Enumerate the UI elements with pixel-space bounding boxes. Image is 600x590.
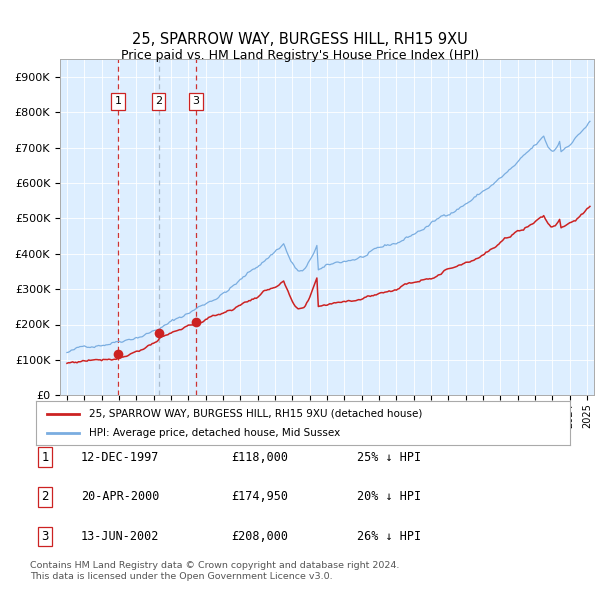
Text: 25, SPARROW WAY, BURGESS HILL, RH15 9XU (detached house): 25, SPARROW WAY, BURGESS HILL, RH15 9XU …	[89, 409, 423, 418]
Text: 3: 3	[193, 97, 200, 106]
Text: 13-JUN-2002: 13-JUN-2002	[81, 530, 160, 543]
Text: 26% ↓ HPI: 26% ↓ HPI	[357, 530, 421, 543]
Text: Price paid vs. HM Land Registry's House Price Index (HPI): Price paid vs. HM Land Registry's House …	[121, 49, 479, 62]
Text: £174,950: £174,950	[231, 490, 288, 503]
Text: Contains HM Land Registry data © Crown copyright and database right 2024.: Contains HM Land Registry data © Crown c…	[30, 560, 400, 569]
Text: 25, SPARROW WAY, BURGESS HILL, RH15 9XU: 25, SPARROW WAY, BURGESS HILL, RH15 9XU	[132, 32, 468, 47]
Text: 2: 2	[41, 490, 49, 503]
Text: 20% ↓ HPI: 20% ↓ HPI	[357, 490, 421, 503]
Text: 1: 1	[41, 451, 49, 464]
Text: 1: 1	[115, 97, 122, 106]
Text: 25% ↓ HPI: 25% ↓ HPI	[357, 451, 421, 464]
Text: £118,000: £118,000	[231, 451, 288, 464]
Text: This data is licensed under the Open Government Licence v3.0.: This data is licensed under the Open Gov…	[30, 572, 332, 581]
Text: 3: 3	[41, 530, 49, 543]
Text: 12-DEC-1997: 12-DEC-1997	[81, 451, 160, 464]
Text: £208,000: £208,000	[231, 530, 288, 543]
Text: 2: 2	[155, 97, 163, 106]
Text: HPI: Average price, detached house, Mid Sussex: HPI: Average price, detached house, Mid …	[89, 428, 341, 438]
Text: 20-APR-2000: 20-APR-2000	[81, 490, 160, 503]
